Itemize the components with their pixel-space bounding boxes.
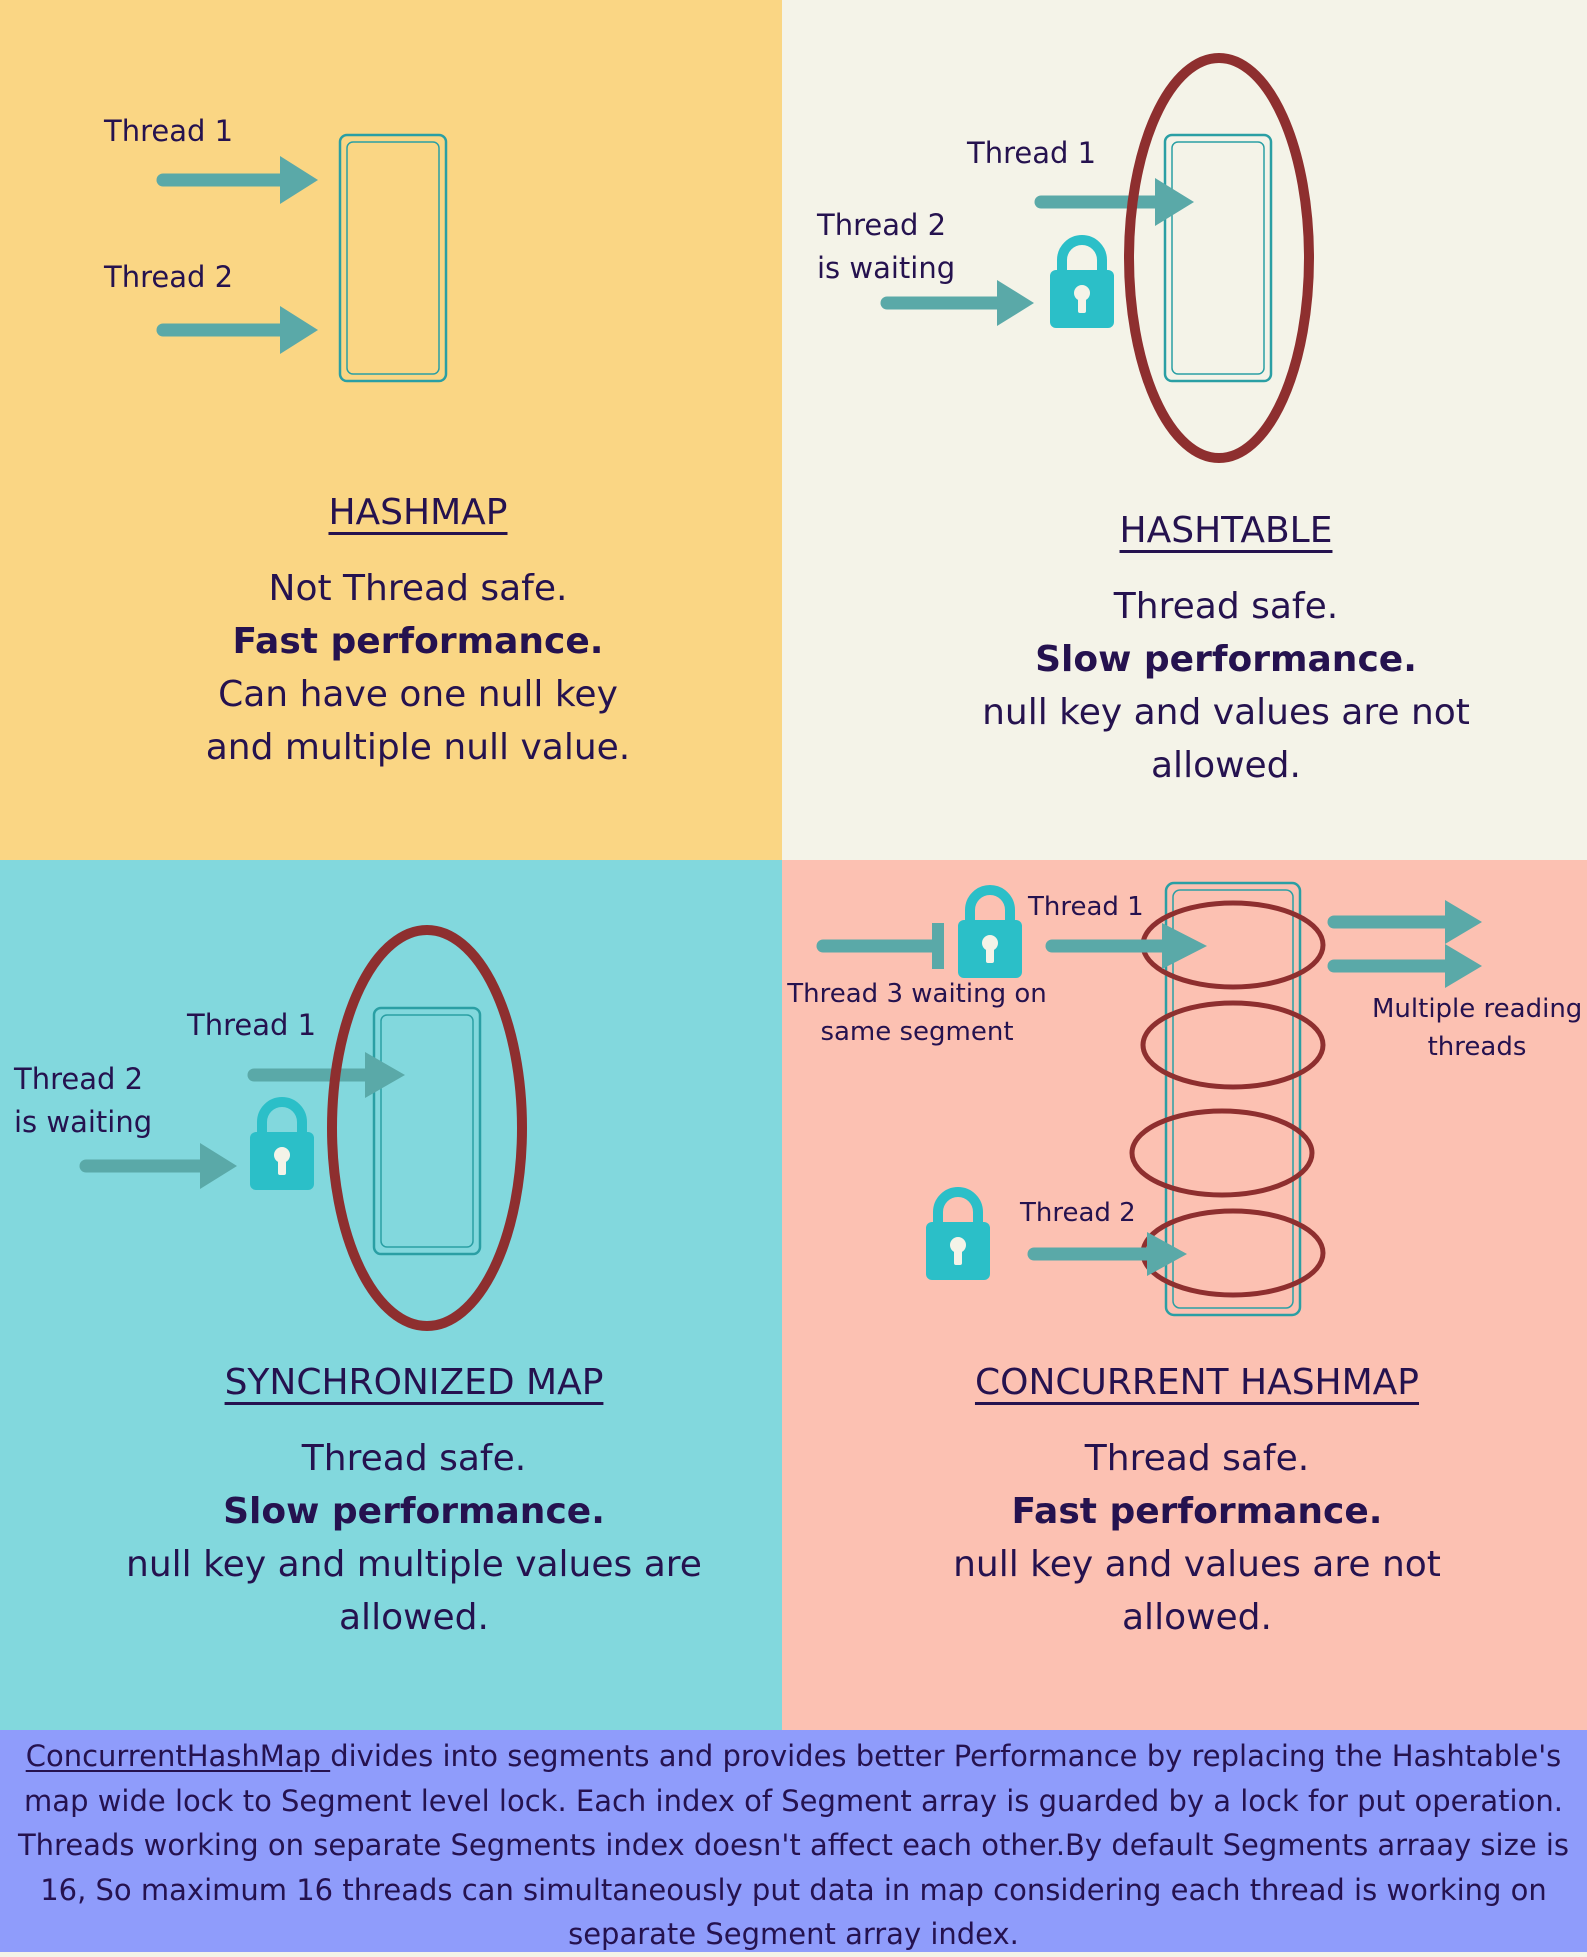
thread3-line: Thread 3 waiting on <box>787 979 1047 1009</box>
syncmap-diagram <box>79 925 527 1331</box>
desc-line: allowed. <box>1122 1597 1272 1638</box>
desc-line: Slow performance. <box>223 1491 605 1532</box>
map-box-icon <box>1163 133 1273 383</box>
desc-line: null key and values are not <box>953 1544 1441 1585</box>
hashmap-diagram <box>156 133 448 383</box>
syncmap-panel: Thread 1 Thread 2 is waiting SYNCHRONIZE… <box>0 860 782 1730</box>
thread2-label: Thread 2 <box>817 208 947 242</box>
waiting-label: is waiting <box>817 251 956 285</box>
desc-line: allowed. <box>1151 745 1301 786</box>
map-box-icon <box>1164 881 1302 1317</box>
syncmap-title: SYNCHRONIZED MAP <box>224 1362 604 1403</box>
desc-line: Fast performance. <box>1011 1491 1383 1532</box>
arrow-icon <box>1034 178 1194 226</box>
desc-line: Fast performance. <box>232 621 604 662</box>
lock-icon <box>958 890 1022 978</box>
desc-line: null key and values are not <box>982 692 1470 733</box>
thread1-label: Thread 1 <box>104 114 234 148</box>
concurrent-diagram <box>816 881 1482 1317</box>
arrow-icon <box>816 923 944 969</box>
thread2-label: Thread 2 <box>14 1062 144 1096</box>
arrow-icon <box>79 1143 237 1189</box>
thread2-label: Thread 2 <box>1020 1198 1136 1228</box>
hashtable-description: Thread safe. Slow performance. null key … <box>782 580 1587 792</box>
segment-ellipse-icon <box>1140 1000 1326 1090</box>
arrow-icon <box>156 156 318 204</box>
footer-body: divides into segments and provides bette… <box>17 1739 1570 1951</box>
lock-icon <box>250 1102 314 1190</box>
thread1-label: Thread 1 <box>967 136 1097 170</box>
desc-line: null key and multiple values are <box>126 1544 702 1585</box>
footer-text: ConcurrentHashMap divides into segments … <box>0 1734 1587 1957</box>
arrow-icon <box>1327 944 1482 988</box>
desc-line: Slow performance. <box>1035 639 1417 680</box>
desc-line: Thread safe. <box>1113 586 1339 627</box>
desc-line: and multiple null value. <box>205 727 631 768</box>
hashmap-title: HASHMAP <box>328 492 508 533</box>
lock-ellipse-icon <box>1124 53 1314 463</box>
arrow-icon <box>1045 923 1207 969</box>
desc-line: Not Thread safe. <box>268 568 568 609</box>
arrow-icon <box>880 280 1034 326</box>
waiting-label: is waiting <box>14 1105 153 1139</box>
arrow-icon <box>1027 1232 1187 1276</box>
desc-line: Thread safe. <box>301 1438 527 1479</box>
footer-panel: ConcurrentHashMap divides into segments … <box>0 1730 1587 1952</box>
hashtable-diagram <box>880 53 1314 463</box>
arrow-icon <box>156 306 318 354</box>
lock-ellipse-icon <box>327 925 527 1331</box>
thread3-line: same segment <box>820 1017 1014 1047</box>
desc-line: Thread safe. <box>1084 1438 1310 1479</box>
segment-ellipse-icon <box>1129 1108 1315 1198</box>
concurrent-description: Thread safe. Fast performance. null key … <box>782 1432 1587 1644</box>
hashmap-description: Not Thread safe. Fast performance. Can h… <box>0 562 782 774</box>
lock-icon <box>926 1192 990 1280</box>
arrow-icon <box>1327 900 1482 944</box>
arrow-icon <box>247 1052 405 1098</box>
desc-line: allowed. <box>339 1597 489 1638</box>
hashmap-panel: Thread 1 Thread 2 HASHMAP Not Thread saf… <box>0 0 782 860</box>
thread1-label: Thread 1 <box>187 1008 317 1042</box>
desc-line: Can have one null key <box>218 674 618 715</box>
thread2-label: Thread 2 <box>104 260 234 294</box>
concurrenthashmap-link[interactable]: ConcurrentHashMap <box>25 1739 331 1773</box>
map-box-icon <box>338 133 448 383</box>
readers-line: threads <box>1427 1032 1527 1062</box>
lock-icon <box>1050 240 1114 328</box>
thread1-label: Thread 1 <box>1028 892 1144 922</box>
thread3-label: Thread 3 waiting on same segment <box>782 975 1052 1051</box>
concurrent-panel: Thread 1 Thread 3 waiting on same segmen… <box>782 860 1587 1730</box>
readers-line: Multiple reading <box>1372 994 1583 1024</box>
concurrent-title: CONCURRENT HASHMAP <box>974 1362 1420 1403</box>
syncmap-description: Thread safe. Slow performance. null key … <box>0 1432 782 1644</box>
hashtable-title: HASHTABLE <box>1119 510 1333 551</box>
readers-label: Multiple reading threads <box>1372 990 1582 1066</box>
map-box-icon <box>372 1006 482 1256</box>
hashtable-panel: Thread 1 Thread 2 is waiting HASHTABLE T… <box>782 0 1587 860</box>
